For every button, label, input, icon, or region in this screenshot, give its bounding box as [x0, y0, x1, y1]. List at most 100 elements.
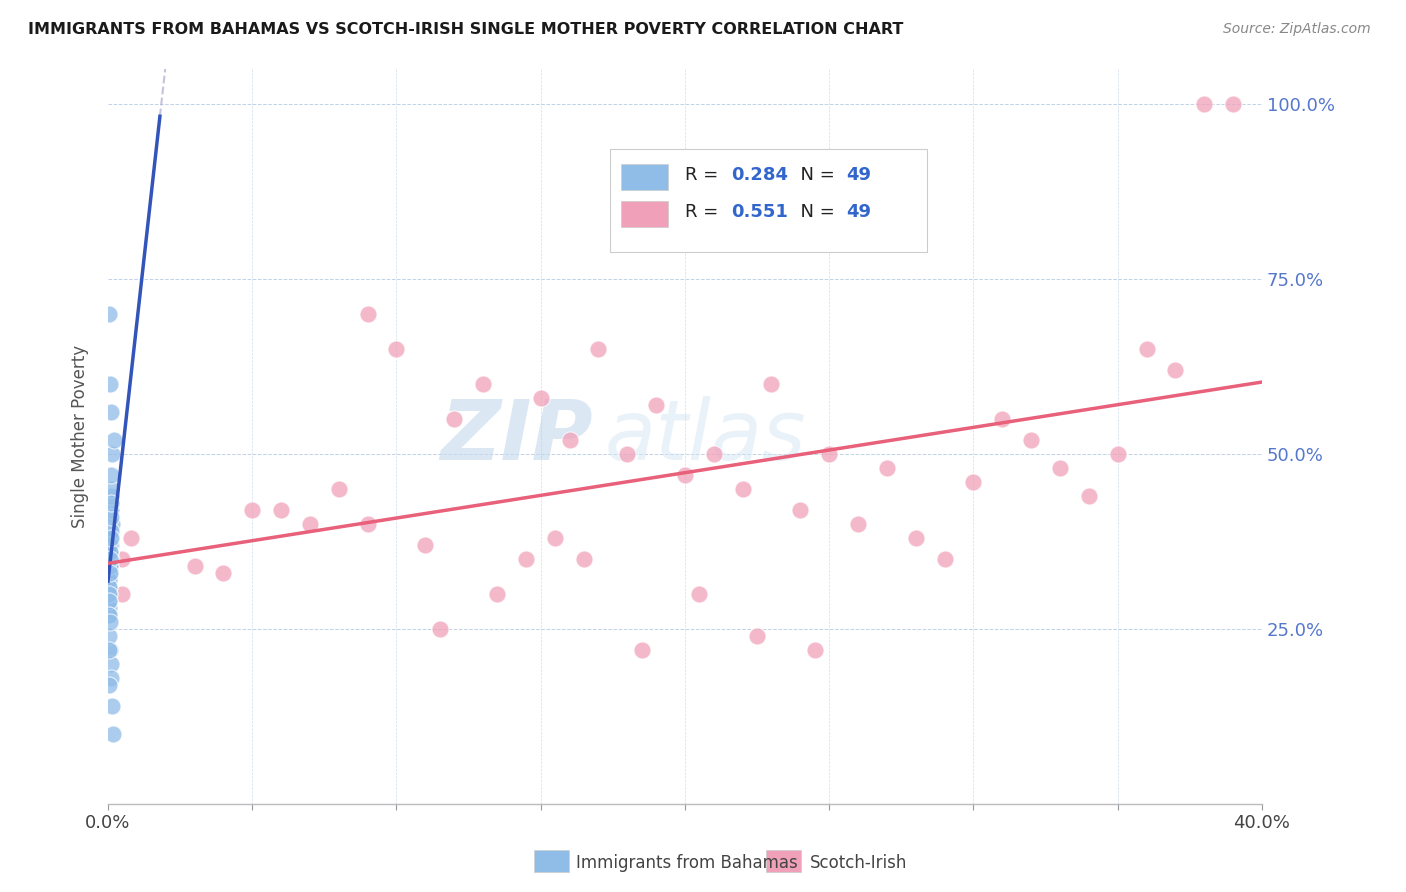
- Point: [98, 566, 121, 580]
- Point: [761, 376, 783, 391]
- Point: [97, 678, 120, 692]
- Point: [111, 551, 134, 566]
- Point: [1019, 433, 1042, 447]
- Point: [101, 698, 124, 713]
- Point: [1049, 460, 1071, 475]
- Point: [1107, 447, 1129, 461]
- Point: [385, 342, 408, 356]
- Point: [270, 503, 292, 517]
- Point: [356, 516, 378, 531]
- Point: [934, 551, 956, 566]
- Point: [111, 587, 134, 601]
- Point: [789, 503, 811, 517]
- Text: 49: 49: [846, 203, 872, 221]
- Bar: [621, 164, 668, 190]
- Point: [530, 391, 553, 405]
- Text: IMMIGRANTS FROM BAHAMAS VS SCOTCH-IRISH SINGLE MOTHER POVERTY CORRELATION CHART: IMMIGRANTS FROM BAHAMAS VS SCOTCH-IRISH …: [28, 22, 904, 37]
- Point: [98, 587, 121, 601]
- Point: [98, 643, 121, 657]
- Point: [472, 376, 495, 391]
- Point: [100, 467, 122, 482]
- Point: [572, 551, 595, 566]
- Point: [98, 566, 121, 580]
- Point: [904, 531, 927, 545]
- Point: [429, 622, 451, 636]
- Text: N =: N =: [789, 203, 841, 221]
- Point: [100, 489, 122, 503]
- Point: [98, 573, 121, 587]
- Point: [101, 727, 124, 741]
- Point: [544, 531, 567, 545]
- Point: [97, 566, 120, 580]
- Point: [100, 524, 122, 538]
- Point: [100, 503, 122, 517]
- Point: [98, 643, 121, 657]
- Point: [688, 587, 710, 601]
- Point: [103, 433, 125, 447]
- Point: [183, 558, 205, 573]
- Point: [97, 594, 120, 608]
- Text: 0.284: 0.284: [731, 166, 789, 184]
- Text: ZIP: ZIP: [440, 396, 593, 476]
- Point: [616, 447, 638, 461]
- Point: [97, 600, 120, 615]
- Text: Scotch-Irish: Scotch-Irish: [810, 854, 907, 871]
- Point: [100, 496, 122, 510]
- Point: [98, 615, 121, 629]
- Point: [1222, 96, 1244, 111]
- Point: [120, 531, 142, 545]
- Text: R =: R =: [685, 166, 724, 184]
- Point: [100, 509, 122, 524]
- Point: [745, 629, 768, 643]
- Point: [98, 551, 121, 566]
- Text: Immigrants from Bahamas: Immigrants from Bahamas: [576, 854, 799, 871]
- Point: [98, 551, 121, 566]
- Point: [100, 482, 122, 496]
- Point: [298, 516, 321, 531]
- Point: [98, 558, 121, 573]
- Text: Source: ZipAtlas.com: Source: ZipAtlas.com: [1223, 22, 1371, 37]
- Point: [1135, 342, 1157, 356]
- Text: atlas: atlas: [605, 396, 806, 476]
- Point: [98, 558, 121, 573]
- Point: [588, 342, 610, 356]
- Point: [962, 475, 984, 489]
- Point: [98, 607, 121, 622]
- Point: [240, 503, 263, 517]
- Point: [98, 307, 121, 321]
- Point: [98, 545, 121, 559]
- Point: [100, 538, 122, 552]
- Point: [212, 566, 235, 580]
- Point: [98, 545, 121, 559]
- Point: [97, 587, 120, 601]
- Point: [98, 580, 121, 594]
- Point: [98, 594, 121, 608]
- Point: [443, 411, 465, 425]
- Point: [97, 531, 120, 545]
- Point: [846, 516, 869, 531]
- Point: [101, 447, 124, 461]
- Point: [703, 447, 725, 461]
- Text: 49: 49: [846, 166, 872, 184]
- Point: [1164, 362, 1187, 376]
- Point: [1192, 96, 1215, 111]
- Point: [97, 580, 120, 594]
- Point: [356, 307, 378, 321]
- Point: [673, 467, 696, 482]
- FancyBboxPatch shape: [610, 150, 928, 252]
- Point: [876, 460, 898, 475]
- Point: [328, 482, 350, 496]
- Point: [731, 482, 754, 496]
- Point: [558, 433, 581, 447]
- Point: [98, 538, 121, 552]
- Bar: [621, 201, 668, 227]
- Point: [100, 671, 122, 685]
- Point: [100, 551, 122, 566]
- Point: [818, 447, 841, 461]
- Point: [100, 405, 122, 419]
- Point: [1077, 489, 1099, 503]
- Point: [803, 643, 825, 657]
- Text: 0.551: 0.551: [731, 203, 787, 221]
- Point: [101, 516, 124, 531]
- Point: [486, 587, 509, 601]
